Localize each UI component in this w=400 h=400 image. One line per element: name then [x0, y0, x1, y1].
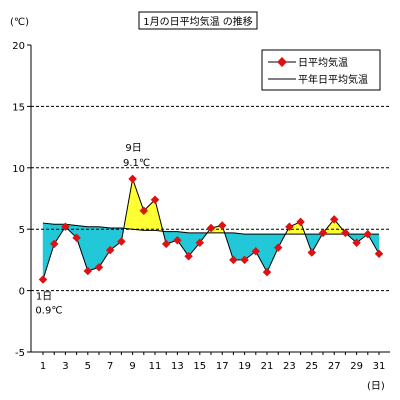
- fill-segment: [266, 233, 279, 273]
- x-tick-label: 9: [129, 361, 135, 372]
- x-tick-label: 17: [216, 361, 229, 372]
- data-point: [38, 275, 48, 284]
- data-point: [229, 255, 238, 265]
- data-point: [217, 221, 227, 230]
- data-point: [329, 215, 339, 224]
- legend: 日平均気温 平年日平均気温: [261, 49, 381, 91]
- data-point: [341, 228, 350, 238]
- legend-label-daily: 日平均気温: [298, 56, 348, 69]
- x-tick-label: 21: [261, 361, 274, 372]
- y-tick-label: -5: [15, 348, 25, 359]
- fill-segment: [233, 232, 245, 261]
- data-point: [161, 239, 171, 249]
- y-tick-label: 15: [12, 102, 25, 113]
- data-point: [363, 229, 373, 239]
- plot-frame: [30, 45, 390, 353]
- data-point: [173, 236, 182, 245]
- y-tick-label: 10: [12, 164, 25, 175]
- chart-title: 1月の日平均気温 の推移: [138, 11, 258, 30]
- data-point: [83, 266, 93, 276]
- fill-segment: [42, 222, 55, 280]
- y-axis-unit: (℃): [10, 17, 29, 28]
- y-tick-label: 20: [12, 41, 25, 52]
- data-point: [240, 255, 249, 265]
- data-point: [262, 267, 272, 277]
- data-point: [128, 174, 137, 184]
- fill-segment: [76, 225, 89, 272]
- data-point: [206, 223, 216, 233]
- data-point: [49, 239, 59, 249]
- annotation-max-day: 9日: [125, 143, 141, 154]
- x-tick-label: 29: [350, 361, 363, 372]
- x-axis-ticks: 1 3 5 7 9 11 13 15 17 19 21 23 25 27 29 31: [40, 352, 386, 372]
- data-point: [352, 238, 361, 247]
- data-point: [195, 238, 205, 247]
- x-tick-label: 31: [373, 361, 386, 372]
- data-point: [72, 233, 81, 243]
- data-point: [117, 237, 126, 246]
- data-point: [285, 222, 294, 231]
- fill-segment: [143, 199, 156, 231]
- x-tick-label: 7: [107, 361, 113, 372]
- x-tick-label: 11: [149, 361, 162, 372]
- y-tick-label: 0: [19, 287, 25, 298]
- x-tick-label: 23: [283, 361, 296, 372]
- x-tick-label: 1: [40, 361, 46, 372]
- fill-segment: [98, 226, 111, 269]
- data-point: [150, 195, 160, 204]
- x-tick-label: 5: [85, 361, 91, 372]
- x-tick-label: 15: [193, 361, 206, 372]
- data-point: [61, 222, 70, 231]
- data-point: [184, 251, 193, 261]
- data-point: [374, 249, 384, 259]
- fill-segment: [177, 231, 189, 258]
- data-point: [307, 248, 317, 257]
- data-point: [318, 228, 328, 238]
- x-tick-label: 13: [171, 361, 184, 372]
- data-point: [94, 263, 104, 272]
- series-markers: [38, 174, 384, 284]
- data-point: [296, 217, 305, 227]
- y-tick-label: 5: [19, 225, 25, 236]
- chart-title-text: 1月の日平均気温 の推移: [143, 15, 253, 28]
- fill-segment: [87, 226, 100, 272]
- annotation-min-day: 1日: [36, 292, 52, 303]
- y-axis-ticks: -5 0 5 10 15 20: [12, 41, 31, 359]
- annotation-max-value: 9.1℃: [123, 158, 150, 169]
- x-tick-label: 3: [62, 361, 68, 372]
- x-axis-unit: (日): [367, 381, 385, 392]
- annotation-min-value: 0.9℃: [35, 306, 62, 317]
- x-tick-label: 19: [238, 361, 251, 372]
- annotations: 9日 9.1℃ 1日 0.9℃: [35, 143, 150, 317]
- data-point: [139, 206, 149, 216]
- data-point: [105, 245, 115, 255]
- x-tick-label: 27: [328, 361, 341, 372]
- x-tick-label: 25: [305, 361, 318, 372]
- data-point: [273, 243, 283, 252]
- legend-label-normal: 平年日平均気温: [298, 73, 368, 86]
